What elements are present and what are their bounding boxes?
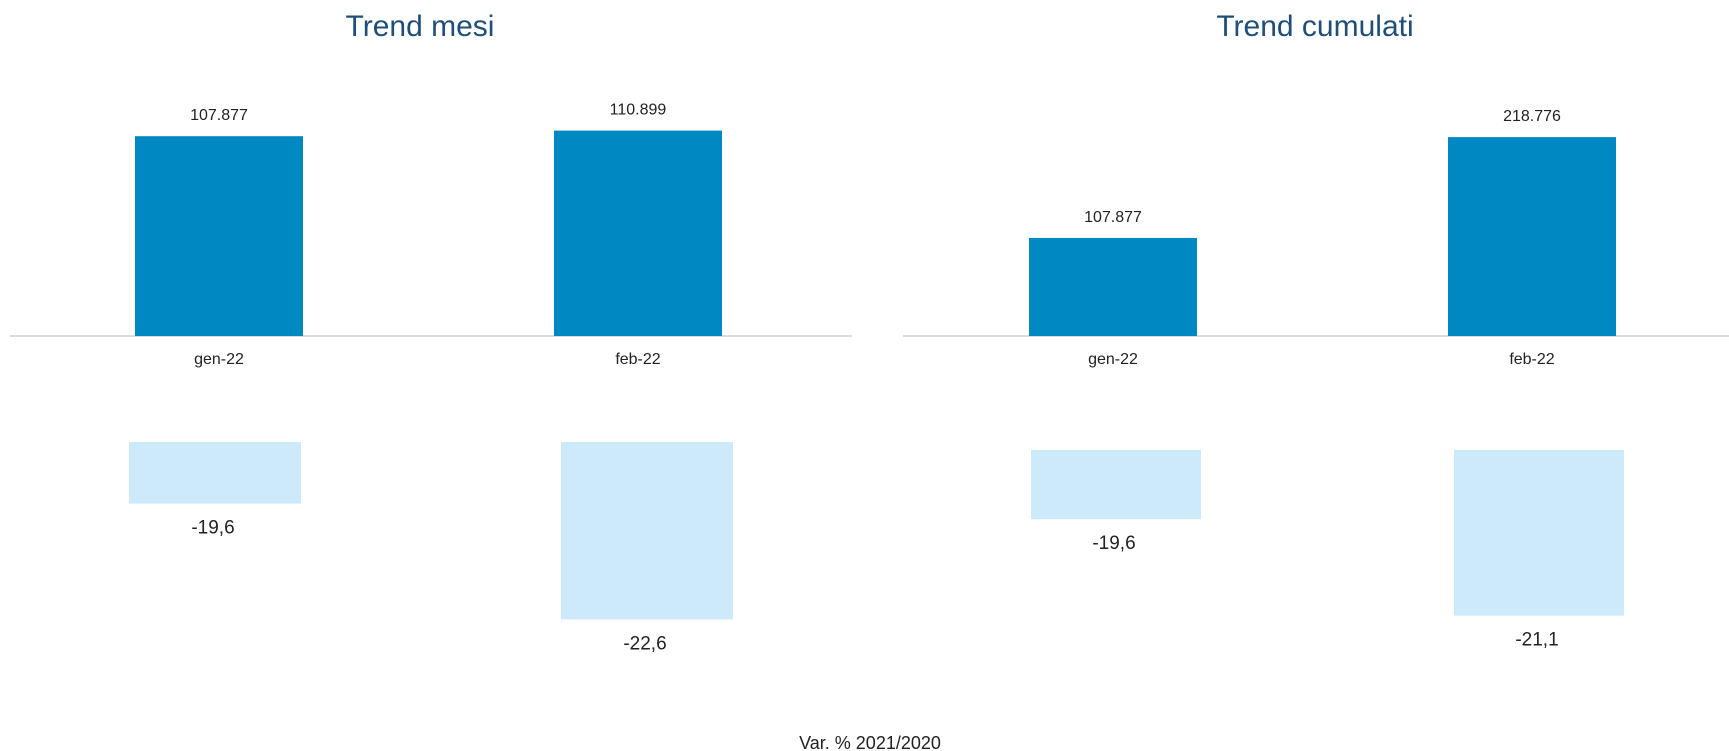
chart-trend-mesi: Trend mesi 107.877 gen-22 110.899 feb-22 -1… (10, 10, 852, 654)
variation-label: -21,1 (1515, 630, 1558, 651)
value-bar (1029, 237, 1197, 336)
category-tick-label: feb-22 (1509, 351, 1554, 368)
category-tick-label: gen-22 (1088, 351, 1138, 368)
variation-bar (1454, 450, 1624, 616)
value-bars: 107.877 gen-22 218.776 feb-22 (1029, 108, 1616, 368)
category-tick-label: gen-22 (194, 351, 244, 368)
chart-title: Trend cumulati (1216, 10, 1413, 43)
value-bar (1448, 137, 1616, 336)
category-tick-label: feb-22 (615, 351, 660, 368)
value-label: 107.877 (1084, 209, 1142, 226)
variation-bars: -19,6 -21,1 (1031, 450, 1624, 651)
value-label: 110.899 (610, 102, 667, 119)
variation-caption: Var. % 2021/2020 (799, 733, 941, 751)
variation-bars: -19,6 -22,6 (129, 442, 733, 654)
variation-label: -22,6 (623, 633, 666, 654)
value-bar (135, 136, 303, 336)
variation-bar (129, 442, 301, 504)
variation-label: -19,6 (1092, 533, 1135, 554)
chart-title: Trend mesi (346, 10, 495, 43)
variation-bar (1031, 450, 1201, 520)
value-label: 107.877 (190, 107, 248, 124)
value-label: 218.776 (1503, 108, 1561, 125)
value-bar (554, 130, 722, 336)
variation-bar (561, 442, 733, 620)
chart-trend-cumulati: Trend cumulati 107.877 gen-22 218.776 feb-2… (903, 10, 1729, 651)
variation-label: -19,6 (191, 518, 234, 539)
value-bars: 107.877 gen-22 110.899 feb-22 (135, 102, 722, 368)
